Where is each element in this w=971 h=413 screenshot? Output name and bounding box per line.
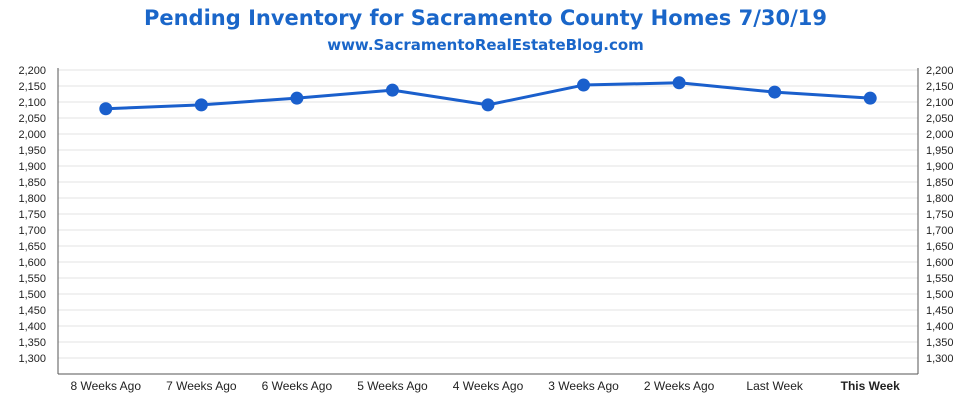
y-tick-label-left: 1,900 [18,161,46,173]
y-tick-label-left: 1,450 [18,305,46,317]
y-tick-label-left: 1,550 [18,273,46,285]
y-tick-label-left: 2,050 [18,113,46,125]
data-point [577,78,591,92]
y-tick-label-left: 1,500 [18,289,46,301]
x-tick-label: Last Week [746,379,803,393]
data-point [385,83,399,97]
y-tick-label-right: 2,050 [926,113,954,125]
data-point [768,85,782,99]
x-tick-label: 8 Weeks Ago [71,379,142,393]
x-tick-label: 6 Weeks Ago [262,379,333,393]
data-point [863,91,877,105]
data-point [290,91,304,105]
y-tick-label-right: 1,600 [926,257,954,269]
y-tick-label-right: 1,700 [926,225,954,237]
y-tick-label-left: 1,850 [18,177,46,189]
y-tick-label-right: 2,200 [926,65,954,77]
y-tick-label-left: 1,350 [18,337,46,349]
x-tick-label: 4 Weeks Ago [453,379,524,393]
x-tick-label: This Week [841,379,900,393]
chart-title: Pending Inventory for Sacramento County … [143,6,828,30]
chart-subtitle: www.SacramentoRealEstateBlog.com [327,36,644,54]
y-tick-label-right: 1,500 [926,289,954,301]
x-tick-label: 3 Weeks Ago [548,379,619,393]
y-tick-label-left: 1,700 [18,225,46,237]
data-point [481,98,495,112]
y-tick-label-left: 2,000 [18,129,46,141]
y-tick-label-left: 2,100 [18,97,46,109]
y-tick-label-right: 1,400 [926,321,954,333]
y-tick-label-left: 1,800 [18,193,46,205]
y-tick-label-left: 2,150 [18,81,46,93]
y-tick-label-right: 1,800 [926,193,954,205]
y-tick-label-left: 1,650 [18,241,46,253]
y-tick-label-right: 1,850 [926,177,954,189]
y-tick-label-right: 1,550 [926,273,954,285]
x-tick-label: 2 Weeks Ago [644,379,715,393]
x-tick-label: 7 Weeks Ago [166,379,237,393]
y-tick-label-left: 1,750 [18,209,46,221]
y-tick-label-right: 1,950 [926,145,954,157]
data-point [194,98,208,112]
data-point [99,102,113,116]
y-tick-label-right: 2,100 [926,97,954,109]
y-tick-label-left: 1,950 [18,145,46,157]
y-tick-label-right: 1,350 [926,337,954,349]
x-tick-label: 5 Weeks Ago [357,379,428,393]
y-tick-label-right: 1,300 [926,353,954,365]
y-tick-label-right: 2,150 [926,81,954,93]
y-tick-label-right: 1,650 [926,241,954,253]
y-tick-label-right: 1,450 [926,305,954,317]
y-tick-label-right: 1,750 [926,209,954,221]
y-tick-label-left: 1,300 [18,353,46,365]
y-tick-label-left: 1,400 [18,321,46,333]
data-point [672,76,686,90]
y-tick-label-left: 1,600 [18,257,46,269]
y-tick-label-right: 2,000 [926,129,954,141]
y-tick-label-right: 1,900 [926,161,954,173]
y-tick-label-left: 2,200 [18,65,46,77]
